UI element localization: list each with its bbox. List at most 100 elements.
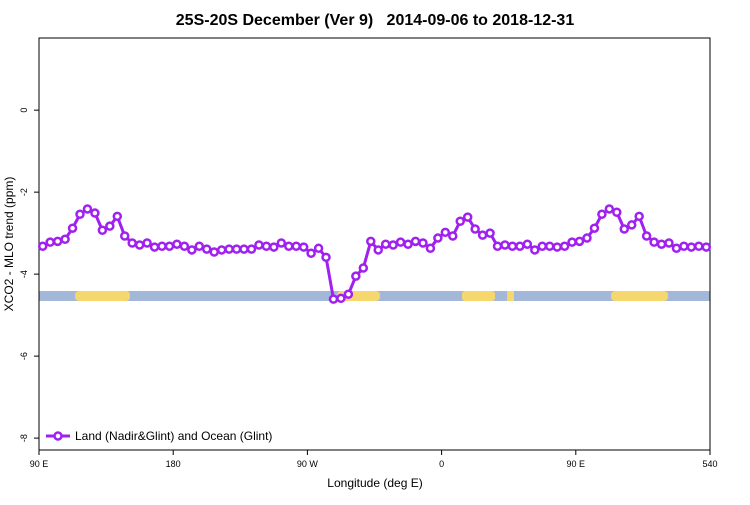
data-point [448,231,458,241]
data-point [172,239,182,249]
data-point [410,236,421,247]
data-point [559,241,570,252]
data-point [679,241,689,252]
data-point [604,204,615,214]
data-point [388,240,398,250]
data-point [552,242,562,252]
x-tick-label: 90 E [567,459,586,469]
data-point [530,245,540,255]
data-point [455,216,465,226]
data-point [239,244,249,254]
data-point [261,241,272,252]
data-point [343,289,354,299]
data-point [37,241,48,252]
data-point [358,263,369,273]
data-point [351,271,361,281]
data-point [373,245,383,255]
data-point [589,223,600,233]
data-point [671,243,682,254]
data-point [492,241,503,252]
data-point [298,242,309,252]
legend-label: Land (Nadir&Glint) and Ocean (Glint) [75,429,272,443]
data-point [500,240,510,250]
data-point [134,240,145,250]
data-point [537,241,547,252]
y-tick-label: -2 [19,188,29,196]
data-point [522,239,533,249]
data-point [470,224,480,234]
data-point [105,221,115,231]
data-point [179,241,190,252]
data-point [246,244,257,254]
y-tick-label: -6 [19,352,29,360]
data-point [701,242,712,252]
data-point [544,241,555,252]
data-point [574,236,585,247]
data-point [187,245,197,255]
data-point [485,228,495,238]
x-tick-label: 540 [702,459,717,469]
series-line [42,207,707,301]
data-point [634,211,644,222]
data-point [395,237,406,247]
data-point [641,231,652,241]
data-point [418,238,428,248]
data-point [75,209,85,220]
x-tick-label: 90 W [297,459,319,469]
data-point [477,230,488,240]
data-point [403,239,413,249]
data-point [149,242,160,252]
chart-title: 25S-20S December (Ver 9) 2014-09-06 to 2… [176,12,575,29]
data-point [462,212,473,222]
data-point [60,234,70,245]
x-axis-label: Longitude (deg E) [327,476,422,490]
data-point [231,244,242,254]
data-point [380,239,391,249]
data-point [366,236,376,247]
data-point [626,220,637,230]
data-point [433,233,443,243]
x-tick-label: 0 [439,459,444,469]
data-point [328,294,339,304]
data-point [157,241,167,252]
data-point [97,225,108,236]
data-point [612,207,622,217]
y-tick-label: -8 [19,434,29,442]
y-tick-label: -4 [19,270,29,278]
data-point [119,231,130,241]
data-point [90,208,100,218]
data-point [694,241,704,252]
data-point [209,247,219,257]
data-point [656,239,667,249]
data-point [52,236,63,247]
data-point [112,211,123,222]
data-point [313,243,324,254]
data-point [269,242,279,252]
data-point [276,238,287,248]
data-point [142,238,152,248]
data-point [597,209,607,220]
data-point [582,233,592,243]
data-point [45,237,55,247]
data-point [567,237,577,247]
x-tick-label: 90 E [30,459,49,469]
data-point [202,244,212,254]
data-point [194,241,205,252]
data-point [224,244,234,254]
data-point [164,241,175,252]
y-tick-label: 0 [19,108,29,113]
surface-band [39,291,710,301]
data-point [515,241,525,252]
data-point [67,223,78,233]
data-point [306,248,316,258]
data-point [686,242,697,252]
data-point [507,241,518,252]
data-point [321,252,331,263]
data-point [216,245,227,255]
data-point [291,241,301,252]
y-axis-label: XCO2 - MLO trend (ppm) [2,177,16,312]
data-point [82,204,93,214]
legend-marker [53,431,63,441]
data-point [336,293,346,304]
